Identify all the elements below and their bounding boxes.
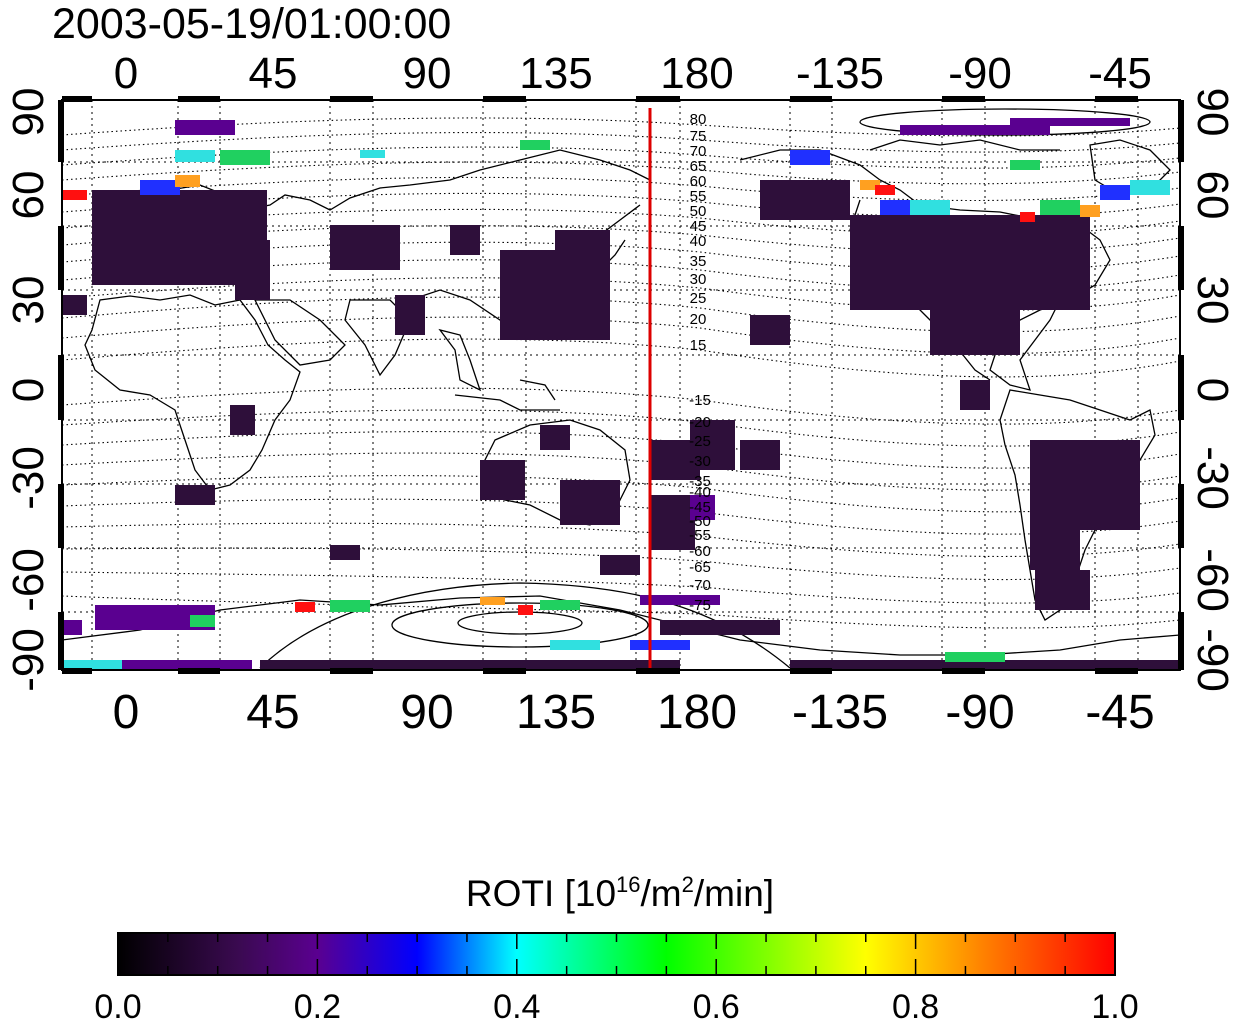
longitude-top-tick-label: -90	[948, 49, 1012, 98]
contour-label: -75	[689, 597, 711, 614]
latitude-right-tick-label: 90	[1188, 88, 1237, 137]
plot-title: 2003-05-19/01:00:00	[52, 0, 452, 48]
roti-data-cells-green	[190, 140, 1080, 662]
contour-label: 35	[690, 253, 707, 270]
contour-label: -35	[689, 473, 711, 490]
contour-label: -65	[689, 559, 711, 576]
roti-data-cells-red	[62, 185, 1035, 615]
contour-label: -30	[689, 453, 711, 470]
longitude-bottom-tick-label: -45	[1085, 686, 1154, 739]
colorbar-tick-labels: 0.0 0.2 0.4 0.6 0.8 1.0	[94, 988, 1138, 1024]
roti-data-cells-cyan	[62, 150, 1170, 670]
longitude-bottom-tick-label: -135	[792, 686, 888, 739]
contour-label: -25	[689, 433, 711, 450]
roti-data-cells-purple	[62, 118, 1130, 670]
longitude-bottom-tick-label: -90	[945, 686, 1014, 739]
longitude-bottom-tick-label: 0	[113, 686, 140, 739]
contour-label: 15	[690, 337, 707, 354]
contour-label: 25	[690, 290, 707, 307]
longitude-top-tick-label: -45	[1088, 49, 1152, 98]
latitude-left-tick-labels: 90 60 30 0 -30 -60 -90	[4, 88, 53, 692]
contour-label: 80	[690, 111, 707, 128]
latitude-right-tick-label: 0	[1188, 378, 1237, 402]
contour-label: 30	[690, 271, 707, 288]
contour-label: 75	[690, 128, 707, 145]
contour-label: -20	[689, 414, 711, 431]
roti-data-cells-yellow-orange	[175, 175, 1100, 605]
contour-label: 50	[690, 203, 707, 220]
longitude-bottom-tick-labels: 0 45 90 135 180 -135 -90 -45	[113, 686, 1155, 739]
longitude-top-tick-label: 90	[403, 49, 452, 98]
contour-label: -15	[689, 392, 711, 409]
colorbar-tick-label: 1.0	[1091, 988, 1138, 1024]
longitude-bottom-tick-label: 45	[246, 686, 299, 739]
colorbar-tick-label: 0.0	[94, 988, 141, 1024]
contour-label: 45	[690, 218, 707, 235]
latitude-left-tick-label: 30	[4, 276, 53, 325]
contour-label: -50	[689, 513, 711, 530]
longitude-top-tick-label: 45	[249, 49, 298, 98]
longitude-bottom-tick-label: 180	[657, 686, 737, 739]
longitude-top-tick-label: 0	[114, 49, 138, 98]
colorbar-title-main: ROTI [10	[465, 873, 617, 914]
contour-label: 65	[690, 158, 707, 175]
latitude-right-tick-label: -90	[1188, 628, 1237, 692]
contour-label: 55	[690, 188, 707, 205]
latitude-left-tick-label: -90	[4, 628, 53, 692]
colorbar-title-end: /min]	[693, 873, 775, 914]
latitude-left-tick-label: -60	[4, 548, 53, 612]
latitude-right-tick-label: 60	[1188, 171, 1237, 220]
latitude-right-tick-labels: 90 60 30 0 -30 -60 -90	[1188, 88, 1237, 692]
roti-data-cells-low	[62, 180, 1180, 670]
latitude-right-tick-label: 30	[1188, 276, 1237, 325]
contour-label: 60	[690, 173, 707, 190]
contour-label: 20	[690, 311, 707, 328]
longitude-bottom-tick-label: 135	[516, 686, 596, 739]
latitude-left-tick-label: -30	[4, 446, 53, 510]
contour-label: 40	[690, 233, 707, 250]
longitude-top-tick-label: 135	[519, 49, 592, 98]
contour-label: -60	[689, 543, 711, 560]
latitude-right-tick-label: -60	[1188, 548, 1237, 612]
contour-label: -40	[689, 484, 711, 501]
colorbar-tick-label: 0.4	[493, 988, 540, 1024]
colorbar-title-exponent: 16	[616, 872, 641, 897]
contour-label: -55	[689, 527, 711, 544]
longitude-top-tick-label: -135	[796, 49, 884, 98]
contour-label: -70	[689, 577, 711, 594]
colorbar-title-area-exponent: 2	[681, 872, 694, 897]
colorbar-ticks	[167, 933, 1066, 975]
contour-label: 70	[690, 143, 707, 160]
frame-tick-bars	[58, 96, 1184, 674]
longitude-bottom-tick-label: 90	[400, 686, 453, 739]
contour-label: -45	[689, 499, 711, 516]
colorbar-title: ROTI [1016/m2/min]	[0, 872, 1240, 916]
latitude-left-tick-label: 90	[4, 88, 53, 137]
longitude-top-tick-label: 180	[660, 49, 733, 98]
colorbar-tick-label: 0.2	[294, 988, 341, 1024]
colorbar-tick-label: 0.6	[693, 988, 740, 1024]
longitude-top-tick-labels: 0 45 90 135 180 -135 -90 -45	[114, 49, 1152, 98]
colorbar-title-unit: /m	[640, 873, 682, 914]
latitude-right-tick-label: -30	[1188, 446, 1237, 510]
colorbar-tick-label: 0.8	[892, 988, 939, 1024]
latitude-left-tick-label: 0	[4, 378, 53, 402]
latitude-left-tick-label: 60	[4, 171, 53, 220]
